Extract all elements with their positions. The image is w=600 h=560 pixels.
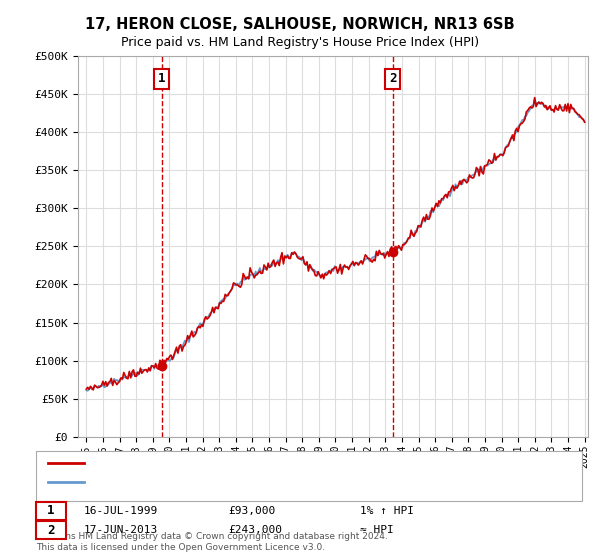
Text: 17, HERON CLOSE, SALHOUSE, NORWICH, NR13 6SB (detached house): 17, HERON CLOSE, SALHOUSE, NORWICH, NR13… <box>90 458 458 468</box>
Text: £93,000: £93,000 <box>228 506 275 516</box>
Text: 1: 1 <box>158 72 166 85</box>
Text: 1% ↑ HPI: 1% ↑ HPI <box>360 506 414 516</box>
Text: 1: 1 <box>47 504 55 517</box>
Text: ≈ HPI: ≈ HPI <box>360 525 394 535</box>
Text: 17-JUN-2013: 17-JUN-2013 <box>84 525 158 535</box>
Text: Contains HM Land Registry data © Crown copyright and database right 2024.
This d: Contains HM Land Registry data © Crown c… <box>36 532 388 552</box>
Text: 17, HERON CLOSE, SALHOUSE, NORWICH, NR13 6SB: 17, HERON CLOSE, SALHOUSE, NORWICH, NR13… <box>85 17 515 32</box>
Text: Price paid vs. HM Land Registry's House Price Index (HPI): Price paid vs. HM Land Registry's House … <box>121 36 479 49</box>
Text: 2: 2 <box>389 72 397 85</box>
Text: 16-JUL-1999: 16-JUL-1999 <box>84 506 158 516</box>
Text: £243,000: £243,000 <box>228 525 282 535</box>
Text: 2: 2 <box>47 524 55 537</box>
Text: HPI: Average price, detached house, Broadland: HPI: Average price, detached house, Broa… <box>90 477 336 487</box>
